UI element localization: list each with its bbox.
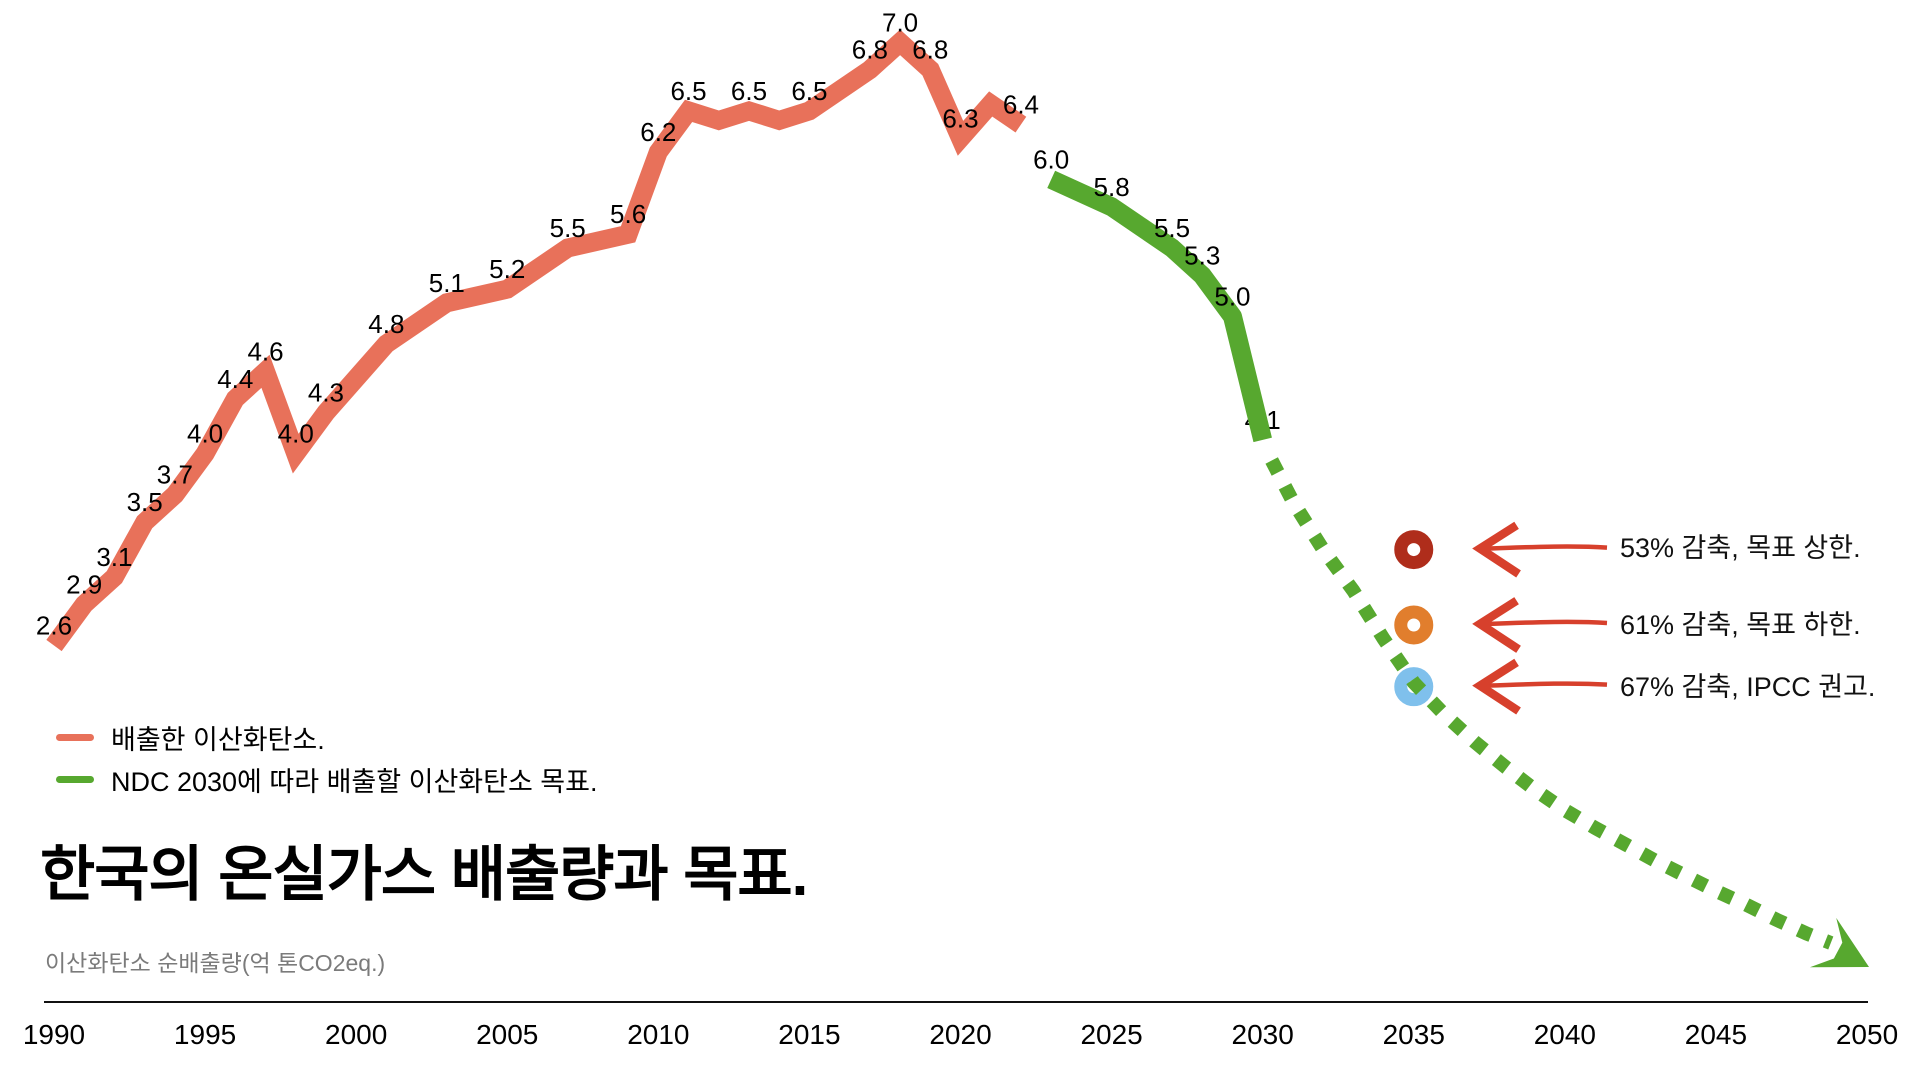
- axis-label-1990: 1990: [23, 1019, 85, 1050]
- value-label-3.5: 3.5: [127, 487, 163, 517]
- target-marker-67%: [1394, 667, 1434, 707]
- axis-label-2050: 2050: [1836, 1019, 1898, 1050]
- annotation-arrow-head-icon-1: [1472, 597, 1521, 653]
- annotation-67pct-ipcc: 67% 감축, IPCC 권고.: [1620, 672, 1876, 702]
- projection-arrowhead-icon: [1809, 917, 1869, 968]
- axis-label-2020: 2020: [929, 1019, 991, 1050]
- value-label-5.1: 5.1: [429, 268, 465, 298]
- axis-label-2010: 2010: [627, 1019, 689, 1050]
- value-label-5.3: 5.3: [1184, 240, 1220, 270]
- emissions-line-swatch: [56, 733, 94, 741]
- value-label-6.0: 6.0: [1033, 144, 1069, 174]
- axis-label-2035: 2035: [1383, 1019, 1445, 1050]
- value-label-6.3: 6.3: [942, 103, 978, 133]
- value-label-4.8: 4.8: [368, 309, 404, 339]
- axis-label-2025: 2025: [1080, 1019, 1142, 1050]
- axis-label-2045: 2045: [1685, 1019, 1747, 1050]
- value-label-2.9: 2.9: [66, 569, 102, 599]
- axis-label-2030: 2030: [1232, 1019, 1294, 1050]
- value-label-6.8: 6.8: [852, 35, 888, 65]
- value-label-3.7: 3.7: [157, 460, 193, 490]
- axis-label-2015: 2015: [778, 1019, 840, 1050]
- annotation-arrow-shaft-0: [1485, 544, 1608, 551]
- legend-item-target: NDC 2030에 따라 배출할 이산화탄소 목표.: [56, 758, 598, 800]
- annotation-arrow-head-icon-2: [1472, 658, 1521, 715]
- value-label-6.4: 6.4: [1003, 90, 1039, 120]
- target-marker-53%: [1394, 530, 1434, 570]
- chart-subtitle: 이산화탄소 순배출량(억 톤CO2eq.): [45, 950, 386, 976]
- target-line-swatch: [56, 775, 94, 783]
- projection-dotted-line: [1265, 457, 1834, 950]
- axis-label-2000: 2000: [325, 1019, 387, 1050]
- value-label-5.0: 5.0: [1214, 282, 1250, 312]
- axis-label-2040: 2040: [1534, 1019, 1596, 1050]
- value-label-4.6: 4.6: [247, 336, 283, 366]
- value-label-5.2: 5.2: [489, 254, 525, 284]
- axis-label-2005: 2005: [476, 1019, 538, 1050]
- value-label-5.5: 5.5: [550, 213, 586, 243]
- value-label-6.8: 6.8: [912, 35, 948, 65]
- annotation-arrow-head-icon-0: [1472, 521, 1521, 578]
- value-label-7.0: 7.0: [882, 7, 918, 37]
- value-label-4.0: 4.0: [278, 419, 314, 449]
- value-label-4.0: 4.0: [187, 419, 223, 449]
- annotation-61pct-lower-target: 61% 감축, 목표 하한.: [1620, 610, 1861, 640]
- annotation-53pct-upper-target: 53% 감축, 목표 상한.: [1620, 533, 1861, 563]
- annotation-arrow-shaft-2: [1485, 681, 1608, 688]
- value-label-6.2: 6.2: [640, 117, 676, 147]
- emissions-line: [46, 29, 1027, 652]
- ndc-target-line: [1047, 170, 1272, 443]
- value-label-5.6: 5.6: [610, 199, 646, 229]
- value-label-4.3: 4.3: [308, 377, 344, 407]
- legend-label-emissions: 배출한 이산화탄소.: [111, 724, 325, 755]
- value-label-5.8: 5.8: [1094, 172, 1130, 202]
- value-label-2.6: 2.6: [36, 611, 72, 641]
- target-marker-61%: [1394, 605, 1434, 645]
- legend-item-emissions: 배출한 이산화탄소.: [56, 716, 598, 758]
- value-label-3.1: 3.1: [96, 542, 132, 572]
- value-label-4.4: 4.4: [217, 364, 253, 394]
- chart-title: 한국의 온실가스 배출량과 목표.: [40, 841, 808, 908]
- legend: 배출한 이산화탄소. NDC 2030에 따라 배출할 이산화탄소 목표.: [56, 716, 598, 800]
- value-label-5.5: 5.5: [1154, 213, 1190, 243]
- value-label-6.5: 6.5: [731, 76, 767, 106]
- annotation-arrow-shaft-1: [1485, 619, 1608, 627]
- value-label-6.5: 6.5: [791, 76, 827, 106]
- axis-label-1995: 1995: [174, 1019, 236, 1050]
- legend-label-target: NDC 2030에 따라 배출할 이산화탄소 목표.: [111, 766, 598, 797]
- value-label-6.5: 6.5: [670, 76, 706, 106]
